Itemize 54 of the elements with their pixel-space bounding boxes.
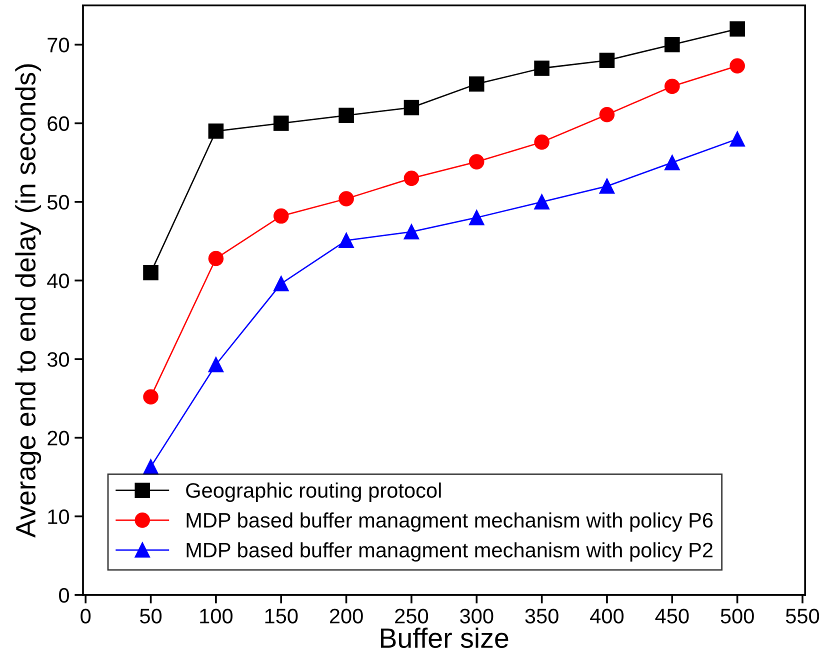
point: [468, 210, 484, 226]
y-axis-title: Average end to end delay (in seconds): [15, 64, 42, 538]
y-tick-label: 0: [59, 588, 69, 603]
point: [664, 78, 680, 94]
point: [534, 134, 550, 150]
point: [338, 191, 354, 206]
point: [599, 178, 615, 194]
point: [143, 389, 158, 404]
point: [404, 224, 420, 240]
point: [208, 250, 224, 266]
point: [599, 106, 615, 122]
y-tick-label: 10: [48, 509, 69, 524]
x-tick-label: 50: [140, 608, 162, 624]
point: [273, 116, 289, 131]
point: [273, 208, 289, 224]
x-tick-label: 300: [460, 608, 494, 624]
point: [273, 276, 289, 292]
x-tick-label: 0: [80, 608, 91, 624]
legend-label: MDP based buffer managment mechanism with policy P2: [186, 542, 712, 562]
point: [208, 124, 224, 139]
point: [468, 154, 484, 170]
x-tick-label: 200: [330, 608, 363, 624]
x-tick-label: 500: [720, 608, 754, 624]
y-tick-label: 50: [47, 194, 69, 210]
x-axis-title: Buffer size: [380, 628, 508, 648]
x-tick-label: 450: [655, 608, 689, 624]
point: [534, 194, 550, 210]
x-tick-label: 400: [590, 608, 624, 624]
point: [730, 21, 745, 37]
point: [534, 60, 550, 76]
point: [730, 131, 745, 147]
point: [338, 108, 354, 124]
y-tick-label: 30: [47, 352, 69, 367]
point: [404, 170, 420, 186]
point: [468, 76, 484, 92]
point: [664, 154, 680, 170]
x-tick-label: 250: [395, 608, 428, 624]
legend-label: MDP based buffer managment mechanism with policy P6: [186, 512, 713, 532]
y-tick-label: 60: [48, 116, 69, 132]
point: [208, 356, 224, 372]
x-tick-label: 150: [265, 608, 298, 624]
legend-label: Geographic routing protocol: [186, 482, 441, 502]
point: [730, 58, 745, 74]
point: [338, 232, 354, 248]
point: [664, 37, 680, 52]
point: [404, 100, 420, 116]
x-tick-label: 350: [525, 608, 558, 624]
y-tick-label: 20: [48, 430, 69, 446]
y-tick-label: 70: [48, 38, 69, 52]
point: [143, 265, 158, 280]
x-tick-label: 100: [200, 608, 233, 624]
y-tick-label: 40: [47, 274, 69, 288]
x-tick-label: 550: [786, 608, 820, 624]
point: [599, 52, 615, 68]
